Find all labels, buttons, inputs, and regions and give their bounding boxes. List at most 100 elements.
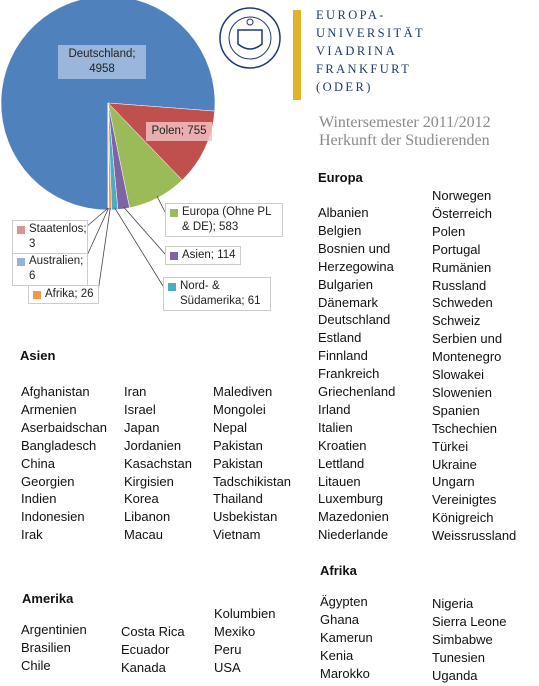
country: Pakistan	[213, 437, 263, 453]
country: Ukraine	[432, 456, 477, 472]
country: Weissrussland	[432, 528, 517, 544]
data-label: Asien; 114	[165, 246, 241, 265]
country: Bulgarien	[318, 276, 373, 292]
country: Portugal	[432, 241, 481, 257]
legend-swatch	[170, 209, 178, 217]
country: Georgien	[21, 473, 75, 489]
country: Costa Rica	[121, 624, 185, 639]
country: Slowakei	[432, 367, 485, 382]
label-text: Nord- & Südamerika; 61	[180, 280, 261, 307]
country: Lettland	[318, 455, 365, 471]
legend-swatch	[168, 283, 176, 291]
country: Ghana	[320, 611, 360, 627]
country: Italien	[318, 419, 353, 435]
country: Bosnien und	[318, 240, 391, 256]
country: Bangladesch	[21, 437, 97, 453]
country: Tschechien	[432, 420, 498, 436]
country: Kanada	[121, 659, 166, 675]
country: Griechenland	[318, 384, 396, 399]
country: Korea	[124, 491, 159, 507]
country: Deutschland	[318, 312, 391, 328]
subtitle: Herkunft der Studierenden	[319, 132, 490, 149]
logo-bar	[293, 10, 301, 100]
country: Dänemark	[318, 294, 378, 310]
country: Kolumbien	[214, 606, 276, 621]
seal	[219, 7, 281, 69]
country: Indonesien	[21, 509, 85, 525]
data-label: Europa (Ohne PL & DE); 583	[165, 203, 283, 237]
country: Russland	[432, 277, 487, 293]
country: Polen	[432, 223, 466, 239]
data-label: Deutschland; 4958	[58, 45, 146, 79]
country: Kirgisien	[124, 473, 174, 489]
country: Japan	[124, 419, 160, 435]
country: Brasilien	[21, 639, 71, 655]
country: Kamerun	[320, 629, 373, 645]
country: Irak	[21, 527, 43, 543]
data-label: Staatenlos; 3	[12, 220, 88, 254]
country: Irland	[318, 401, 351, 417]
logo-text: EUROPA-	[316, 8, 386, 22]
legend-swatch	[17, 258, 25, 266]
country: Ägypten	[320, 594, 368, 609]
country: Litauen	[318, 473, 361, 489]
country: Sierra Leone	[432, 613, 507, 629]
country: Mongolei	[213, 401, 266, 417]
pie-slice	[0, 0, 216, 211]
data-label: Australien; 6	[12, 252, 88, 286]
country: Iran	[124, 384, 147, 399]
leader-line	[114, 207, 164, 287]
country: Chile	[21, 657, 51, 673]
country: Albanien	[318, 205, 369, 220]
leader-line	[84, 207, 109, 229]
country: Herzegowina	[318, 258, 394, 274]
country: Slowenien	[432, 384, 492, 400]
legend-swatch	[33, 291, 41, 299]
country: Niederlande	[318, 527, 389, 543]
country: Nepal	[213, 419, 247, 435]
logo-text: VIADRINA	[316, 44, 397, 58]
data-label: Polen; 755	[146, 122, 212, 141]
section-heading: Amerika	[22, 591, 74, 606]
country: Vereinigtes	[432, 492, 497, 508]
country: Luxemburg	[318, 491, 384, 507]
country: China	[21, 455, 55, 471]
country: Schweiz	[432, 313, 481, 329]
data-label: Afrika; 26	[28, 285, 99, 304]
label-text: Staatenlos; 3	[29, 223, 87, 250]
country: Königreich	[432, 510, 494, 526]
country: Mexiko	[214, 623, 256, 639]
label-text: Asien; 114	[182, 249, 236, 261]
country: Afghanistan	[21, 384, 90, 399]
country: Serbien und	[432, 331, 503, 347]
country: Indien	[21, 491, 57, 507]
country: Tunesien	[432, 649, 485, 665]
country: Pakistan	[213, 455, 263, 471]
country: Argentinien	[21, 622, 87, 637]
country: Uganda	[432, 667, 478, 683]
section-heading: Afrika	[320, 563, 357, 578]
leader-line	[123, 206, 166, 255]
pie-chart	[0, 0, 301, 293]
label-text: Afrika; 26	[45, 288, 94, 300]
country: Rumänien	[432, 259, 492, 275]
country: Jordanien	[124, 437, 182, 453]
label-text: Europa (Ohne PL & DE); 583	[182, 206, 272, 233]
title: Wintersemester 2011/2012	[319, 114, 491, 131]
country: Simbabwe	[432, 631, 493, 647]
country: Tadschikistan	[213, 473, 292, 489]
country: Finnland	[318, 348, 368, 364]
section-heading: Asien	[20, 348, 56, 363]
section-heading: Europa	[318, 170, 363, 185]
country: Ecuador	[121, 641, 170, 657]
country: Spanien	[432, 402, 480, 418]
country: USA	[214, 659, 241, 675]
logo-text: UNIVERSITÄT	[316, 26, 426, 40]
country: Türkei	[432, 438, 469, 454]
leader-line	[97, 207, 111, 293]
country: Nigeria	[432, 596, 474, 611]
country: Kenia	[320, 647, 354, 663]
country: Frankreich	[318, 366, 380, 382]
country: Thailand	[213, 491, 263, 507]
country: Peru	[214, 641, 242, 657]
